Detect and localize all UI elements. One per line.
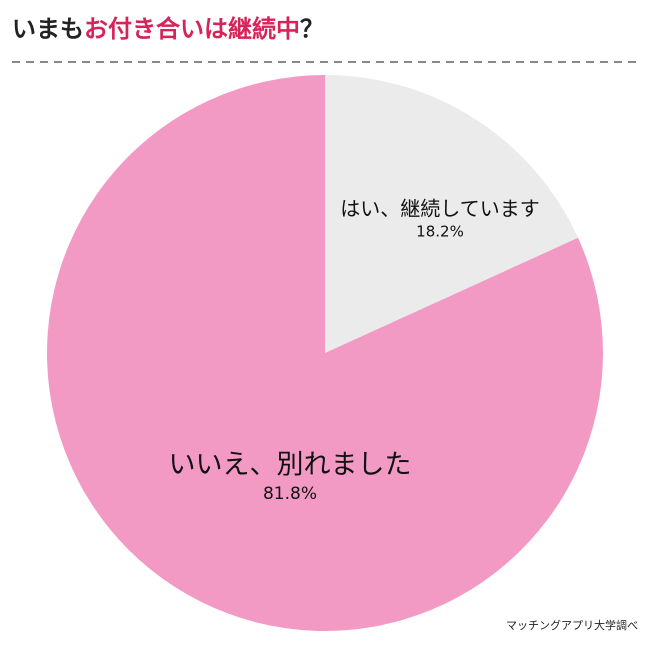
slice-label: はい、継続しています <box>340 197 539 221</box>
slice-value-label: 81.8% <box>263 484 317 504</box>
title-part: ？ <box>300 15 324 43</box>
title-part: お付き合いは継続中 <box>84 15 300 43</box>
source: マッチングアプリ大学調べ <box>506 618 638 632</box>
chart-title: いまもお付き合いは継続中？ <box>12 15 324 43</box>
title-part: いまも <box>12 15 84 43</box>
pie-slice <box>325 75 579 353</box>
slice-label: いいえ、別れました <box>169 450 412 481</box>
pie <box>47 75 604 632</box>
pie-slice <box>47 75 604 632</box>
slice-value-label: 18.2% <box>416 223 464 241</box>
